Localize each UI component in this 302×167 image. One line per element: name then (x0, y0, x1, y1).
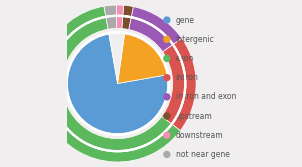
Circle shape (163, 55, 171, 62)
Circle shape (163, 132, 171, 139)
Wedge shape (129, 18, 172, 52)
Wedge shape (104, 5, 116, 16)
Wedge shape (51, 18, 171, 150)
Wedge shape (68, 34, 168, 134)
Circle shape (163, 74, 171, 81)
Text: exon: exon (175, 54, 194, 63)
Wedge shape (39, 6, 181, 162)
Wedge shape (162, 45, 185, 124)
Text: downstream: downstream (175, 131, 223, 140)
Circle shape (163, 151, 171, 158)
Wedge shape (172, 38, 196, 131)
Circle shape (163, 36, 171, 43)
Text: gene: gene (175, 16, 194, 25)
Text: intron: intron (175, 73, 198, 82)
Circle shape (163, 16, 171, 24)
Wedge shape (117, 17, 123, 29)
Wedge shape (131, 7, 182, 44)
Text: intron and exon: intron and exon (175, 92, 236, 101)
Wedge shape (123, 5, 133, 16)
Wedge shape (122, 17, 131, 30)
Circle shape (163, 112, 171, 120)
Wedge shape (49, 15, 186, 152)
Text: not near gene: not near gene (175, 150, 230, 159)
Text: intergenic: intergenic (175, 35, 214, 44)
Text: upstream: upstream (175, 112, 212, 121)
Wedge shape (116, 5, 124, 15)
Wedge shape (117, 34, 167, 84)
Wedge shape (106, 17, 117, 29)
Wedge shape (65, 31, 170, 136)
Circle shape (163, 93, 171, 101)
